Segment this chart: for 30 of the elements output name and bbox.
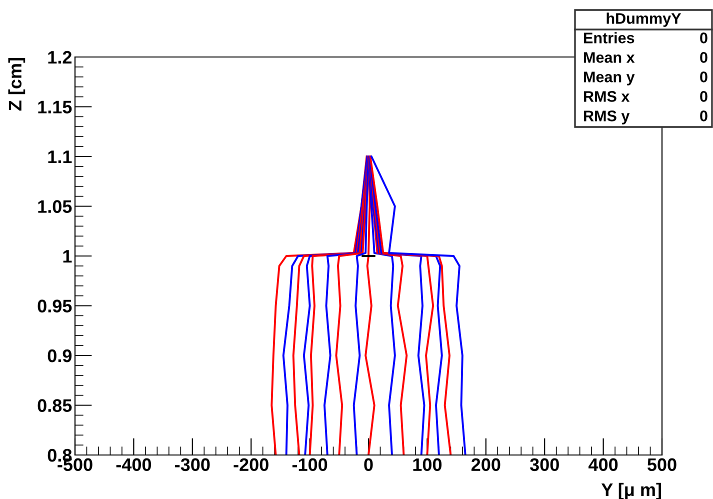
y-tick-label: 0.95 (38, 300, 72, 312)
x-tick-label: 300 (530, 458, 559, 472)
x-tick-label: -100 (292, 458, 328, 472)
y-tick-label: 1.05 (38, 200, 72, 213)
text: hDummyY (606, 12, 682, 27)
x-tick-label: 400 (588, 458, 618, 472)
x-tick-label: 500 (647, 458, 676, 472)
y-tick-label: 1 (63, 250, 72, 263)
text: 0 (700, 52, 708, 63)
y-tick-label: 0.85 (38, 399, 72, 412)
text: Entries (584, 32, 634, 44)
text: 0 (700, 91, 708, 102)
x-tick-label: -400 (116, 458, 152, 472)
annotation: RMS y (584, 110, 630, 124)
annotation: Mean y (584, 72, 635, 86)
x-tick-label: -300 (175, 458, 210, 472)
y-tick-label: 0.9 (48, 349, 72, 362)
annotation: RMS x (584, 91, 630, 102)
x-tick-label: 200 (471, 458, 500, 472)
text: 0 (700, 32, 708, 44)
x-tick-label: -200 (234, 458, 268, 472)
text: 0 (700, 110, 708, 122)
y-axis-title: Z [cm] (8, 58, 26, 111)
y-tick-label: 1.2 (48, 50, 72, 64)
text: 0 (700, 72, 708, 82)
y-tick-label: 1.1 (48, 150, 72, 164)
x-tick-label: 100 (413, 458, 442, 472)
annotation: Mean x (584, 52, 635, 63)
x-tick-label: 0 (364, 458, 373, 472)
y-tick-label: 1.15 (38, 100, 72, 114)
